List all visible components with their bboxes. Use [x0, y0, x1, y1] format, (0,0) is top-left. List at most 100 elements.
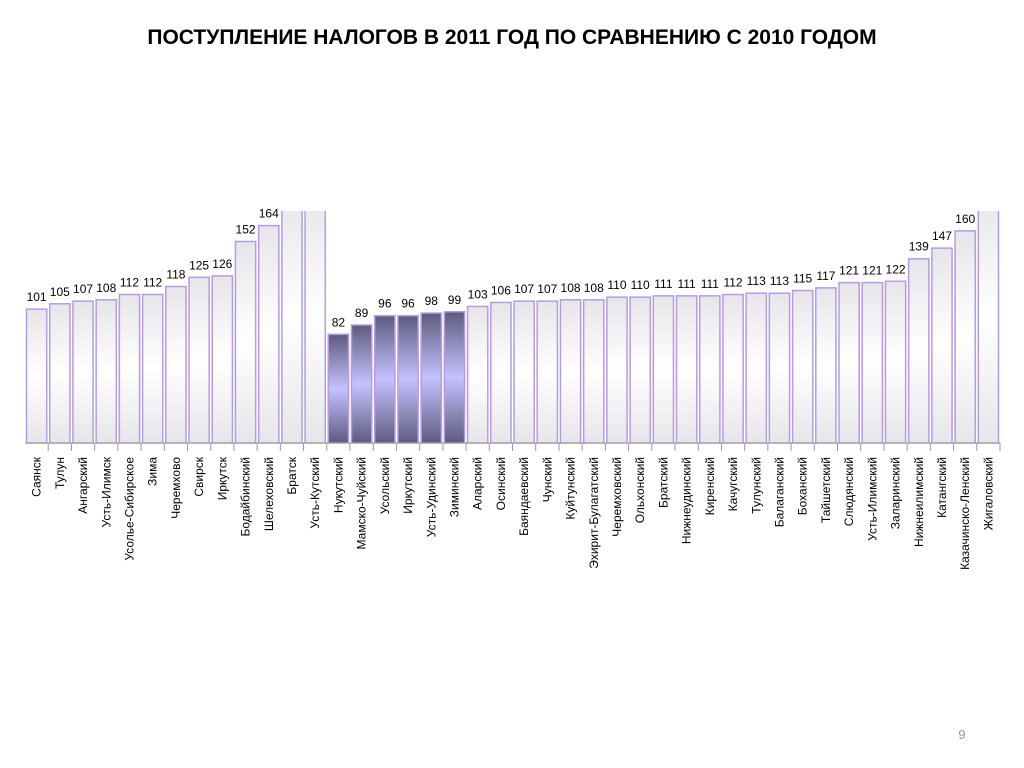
bar — [95, 299, 118, 444]
value-label: 107 — [537, 282, 557, 296]
bar — [327, 333, 350, 444]
value-label: 96 — [378, 297, 392, 311]
page-number: 9 — [958, 727, 965, 742]
x-tick-label: Усть-Удинский — [424, 457, 438, 537]
value-label: 112 — [723, 276, 742, 290]
bar — [373, 314, 396, 444]
x-tick-label: Тайшетский — [819, 457, 833, 523]
x-tick-label: Нукутский — [331, 457, 345, 513]
bar — [977, 211, 1000, 444]
value-label: 112 — [143, 276, 162, 290]
bar — [490, 301, 512, 444]
value-label: 107 — [73, 282, 93, 296]
value-label: 160 — [955, 212, 975, 226]
bar — [582, 299, 605, 444]
x-tick-label: Балаганский — [772, 457, 786, 527]
value-label: 121 — [839, 264, 859, 278]
bar — [884, 280, 907, 444]
bar — [768, 292, 791, 444]
x-tick-label: Усолье-Сибирское — [122, 457, 136, 561]
bar — [25, 308, 48, 444]
x-tick-label: Иркутский — [401, 457, 415, 514]
x-tick-label: Тулун — [53, 457, 67, 489]
value-label: 89 — [355, 306, 369, 320]
bar — [513, 300, 535, 444]
bar — [420, 312, 443, 444]
x-tick-label: Усть-Кутский — [308, 457, 322, 529]
bar — [861, 281, 884, 444]
chart-title: ПОСТУПЛЕНИЕ НАЛОГОВ В 2011 ГОД ПО СРАВНЕ… — [147, 26, 876, 49]
bar — [815, 287, 837, 444]
value-label: 126 — [212, 257, 232, 271]
bar — [188, 276, 210, 444]
value-label: 164 — [259, 207, 279, 221]
value-label: 147 — [932, 229, 952, 243]
bar — [211, 275, 234, 444]
value-label: 121 — [862, 264, 882, 278]
value-label: 101 — [27, 290, 47, 304]
bar — [907, 257, 930, 444]
bar — [606, 296, 628, 444]
x-tick-label: Нижнеудинский — [680, 457, 694, 544]
bar — [350, 324, 373, 444]
value-label: 125 — [189, 258, 209, 272]
value-label: 108 — [584, 281, 604, 295]
x-tick-label: Казачинско-Ленский — [958, 457, 972, 570]
bar — [72, 300, 94, 444]
value-label: 111 — [677, 277, 696, 291]
x-tick-label: Мамско-Чуйский — [355, 457, 369, 549]
x-tick-label: Жигаловский — [981, 457, 995, 530]
x-tick-label: Киренский — [703, 457, 717, 515]
value-label: 107 — [514, 282, 534, 296]
value-label: 117 — [816, 269, 835, 283]
bar — [698, 295, 721, 444]
x-tick-label: Аларский — [471, 457, 485, 510]
x-tick-label: Саянск — [30, 456, 44, 497]
x-tick-label: Свирск — [192, 456, 206, 496]
value-label: 110 — [631, 278, 650, 292]
x-tick-label: Усть-Илимск — [99, 456, 113, 527]
bar — [675, 295, 698, 444]
value-label: 82 — [332, 315, 346, 329]
bar — [466, 305, 489, 444]
value-label: 115 — [793, 272, 812, 286]
bar — [443, 311, 466, 444]
x-tick-label: Куйтунский — [564, 457, 578, 520]
x-tick-label: Эхирит-Булагатский — [587, 457, 601, 569]
bar — [559, 299, 582, 444]
bar — [281, 211, 303, 444]
bar — [931, 247, 953, 444]
value-label: 108 — [96, 281, 116, 295]
bar — [118, 293, 141, 444]
bar — [838, 281, 860, 444]
bar — [141, 293, 164, 444]
value-label: 105 — [50, 285, 70, 299]
x-tick-label: Боханский — [796, 457, 810, 515]
value-label: 98 — [425, 294, 439, 308]
value-label: 96 — [401, 297, 415, 311]
x-tick-label: Ольхонский — [633, 457, 647, 523]
x-tick-label: Иркутск — [215, 456, 229, 500]
x-tick-label: Осинский — [494, 457, 508, 510]
x-tick-label: Зиминский — [447, 457, 461, 517]
bar — [722, 293, 744, 444]
value-label: 111 — [654, 277, 673, 291]
x-tick-label: Зима — [146, 457, 160, 486]
x-tick-label: Черемхово — [169, 457, 183, 519]
bar — [536, 300, 559, 444]
value-label: 103 — [468, 287, 488, 301]
bar — [397, 314, 419, 444]
x-tick-label: Катангский — [935, 457, 949, 518]
value-label: 118 — [166, 268, 185, 282]
x-tick-label: Усть-Илимский — [865, 457, 879, 541]
value-label: 110 — [607, 278, 626, 292]
bar — [629, 296, 652, 444]
x-tick-label: Нижнеилимский — [912, 457, 926, 547]
x-tick-label: Черемховский — [610, 457, 624, 537]
x-tick-label: Братский — [656, 457, 670, 508]
value-label: 106 — [491, 283, 511, 297]
bar — [257, 224, 280, 444]
value-label: 111 — [701, 277, 720, 291]
x-tick-label: Бодайбинский — [239, 457, 253, 537]
